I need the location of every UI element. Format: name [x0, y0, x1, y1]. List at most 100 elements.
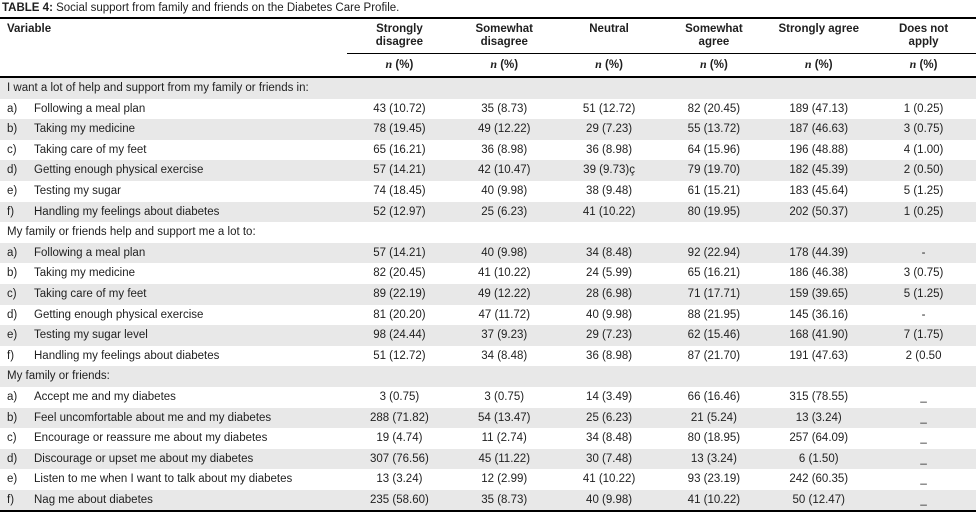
value-cell: 40 (9.98): [586, 308, 633, 321]
value-cell: 79 (19.70): [687, 164, 741, 177]
row-label-text: Nag me about diabetes: [34, 493, 153, 506]
table-row: b) Feel uncomfortable about me and my dia…: [0, 407, 976, 429]
column-subheader-n-pct: n (%): [347, 53, 452, 78]
table-row: d) Discourage or upset me about my diabet…: [0, 448, 976, 470]
value-cell: 57 (14.21): [373, 164, 426, 177]
table-row: f) Nag me about diabetes 235 (58.60) 35 (8.…: [0, 489, 976, 512]
value-cell: 66 (16.46): [687, 390, 741, 403]
value-cell: 74 (18.45): [373, 184, 426, 197]
row-prefix: a): [7, 390, 18, 403]
row-label-text: Following a meal plan: [34, 102, 146, 115]
value-cell: 191 (47.63): [789, 349, 849, 362]
column-subheader-n-pct: n (%): [661, 53, 767, 78]
value-cell: 40 (9.98): [586, 493, 633, 506]
value-cell: 145 (36.16): [789, 308, 849, 321]
value-cell: 202 (50.37): [789, 205, 849, 218]
value-cell: 28 (6.98): [586, 287, 633, 300]
row-prefix: c): [7, 432, 17, 445]
row-label-text: Testing my sugar level: [34, 329, 148, 342]
row-label-text: Handling my feelings about diabetes: [34, 205, 220, 218]
value-cell: 21 (5.24): [690, 411, 737, 424]
column-header-variable: Variable: [0, 19, 347, 78]
value-cell: 257 (64.09): [789, 432, 849, 445]
column-subheader-n-pct: n (%): [556, 53, 662, 78]
row-prefix: e): [7, 184, 18, 197]
value-cell: 57 (14.21): [373, 246, 426, 259]
row-label-text: Taking care of my feet: [34, 143, 147, 156]
section-header: My family or friends:: [7, 370, 110, 383]
value-cell: 2 (0.50: [905, 349, 942, 362]
value-cell: 29 (7.23): [586, 123, 633, 136]
value-cell: 81 (20.20): [373, 308, 426, 321]
value-cell: 80 (18.95): [687, 432, 741, 445]
column-subheader-n-pct: n (%): [451, 53, 557, 78]
value-cell: 3 (0.75): [903, 267, 944, 280]
value-cell: 43 (10.72): [373, 102, 426, 115]
value-cell: 34 (8.48): [586, 246, 633, 259]
value-cell: 25 (6.23): [481, 205, 528, 218]
value-cell: 40 (9.98): [481, 246, 528, 259]
diabetes-care-profile-table: Variable Strongly disagree Somewhat disag…: [0, 19, 976, 513]
row-label: a) Accept me and my diabetes: [0, 387, 347, 408]
value-cell: 42 (10.47): [478, 164, 531, 177]
row-label-text: Testing my sugar: [34, 184, 121, 197]
row-label: f) Handling my feelings about diabetes: [0, 202, 347, 223]
column-header-somewhat-disagree: Somewhat disagree: [451, 19, 557, 54]
value-cell: 47 (11.72): [478, 308, 531, 321]
value-cell: 49 (12.22): [478, 123, 531, 136]
value-cell: 24 (5.99): [586, 267, 633, 280]
value-cell: 45 (11.22): [478, 452, 531, 465]
row-label-text: Taking care of my feet: [34, 287, 147, 300]
value-cell: 92 (22.94): [687, 246, 741, 259]
value-cell: 55 (13.72): [687, 123, 741, 136]
value-cell: 19 (4.74): [376, 432, 423, 445]
value-cell: 62 (15.46): [687, 329, 741, 342]
row-prefix: b): [7, 267, 18, 280]
table-body: I want a lot of help and support from my…: [0, 77, 976, 512]
table-title-text: Social support from family and friends o…: [52, 2, 400, 14]
row-label: a) Following a meal plan: [0, 243, 347, 264]
value-cell: _: [920, 493, 927, 506]
row-label: d) Discourage or upset me about my diabet…: [0, 449, 347, 470]
value-cell: 51 (12.72): [373, 349, 426, 362]
value-cell: 307 (76.56): [370, 452, 429, 465]
row-prefix: b): [7, 123, 18, 136]
table-row: b) Taking my medicine 78 (19.45) 49 (12.22)…: [0, 119, 976, 140]
value-cell: 315 (78.55): [789, 390, 849, 403]
row-label-text: Listen to me when I want to talk about m…: [34, 473, 293, 486]
value-cell: -: [921, 308, 926, 321]
column-subheader-n-pct: n (%): [766, 53, 872, 78]
value-cell: 25 (6.23): [586, 411, 633, 424]
value-cell: 51 (12.72): [582, 102, 636, 115]
value-cell: 29 (7.23): [586, 329, 633, 342]
value-cell: 80 (19.95): [687, 205, 741, 218]
value-cell: 196 (48.88): [789, 143, 849, 156]
section-header-row: I want a lot of help and support from my…: [0, 77, 976, 99]
row-label: b) Feel uncomfortable about me and my dia…: [0, 408, 347, 429]
row-label-text: Getting enough physical exercise: [34, 308, 204, 321]
value-cell: 7 (1.75): [903, 329, 944, 342]
value-cell: 187 (46.63): [789, 123, 849, 136]
value-cell: 30 (7.48): [586, 452, 633, 465]
value-cell: 4 (1.00): [903, 143, 944, 156]
value-cell: 98 (24.44): [373, 329, 426, 342]
column-header-neutral: Neutral: [556, 19, 662, 54]
value-cell: 40 (9.98): [481, 184, 528, 197]
table-row: e) Testing my sugar 74 (18.45) 40 (9.98) 38 …: [0, 181, 976, 202]
row-prefix: d): [7, 308, 18, 321]
row-label-text: Taking my medicine: [34, 123, 135, 136]
value-cell: 37 (9.23): [481, 329, 528, 342]
row-label: b) Taking my medicine: [0, 263, 347, 284]
row-prefix: a): [7, 102, 18, 115]
table-title: TABLE 4: Social support from family and …: [0, 0, 976, 19]
value-cell: 38 (9.48): [586, 184, 633, 197]
row-label: a) Following a meal plan: [0, 99, 347, 120]
value-cell: -: [921, 246, 926, 259]
value-cell: 182 (45.39): [789, 164, 849, 177]
row-label: c) Taking care of my feet: [0, 284, 347, 305]
row-prefix: f): [7, 205, 15, 218]
value-cell: 93 (23.19): [687, 473, 741, 486]
value-cell: 35 (8.73): [481, 102, 528, 115]
row-label-text: Accept me and my diabetes: [34, 390, 176, 403]
row-prefix: d): [7, 164, 18, 177]
